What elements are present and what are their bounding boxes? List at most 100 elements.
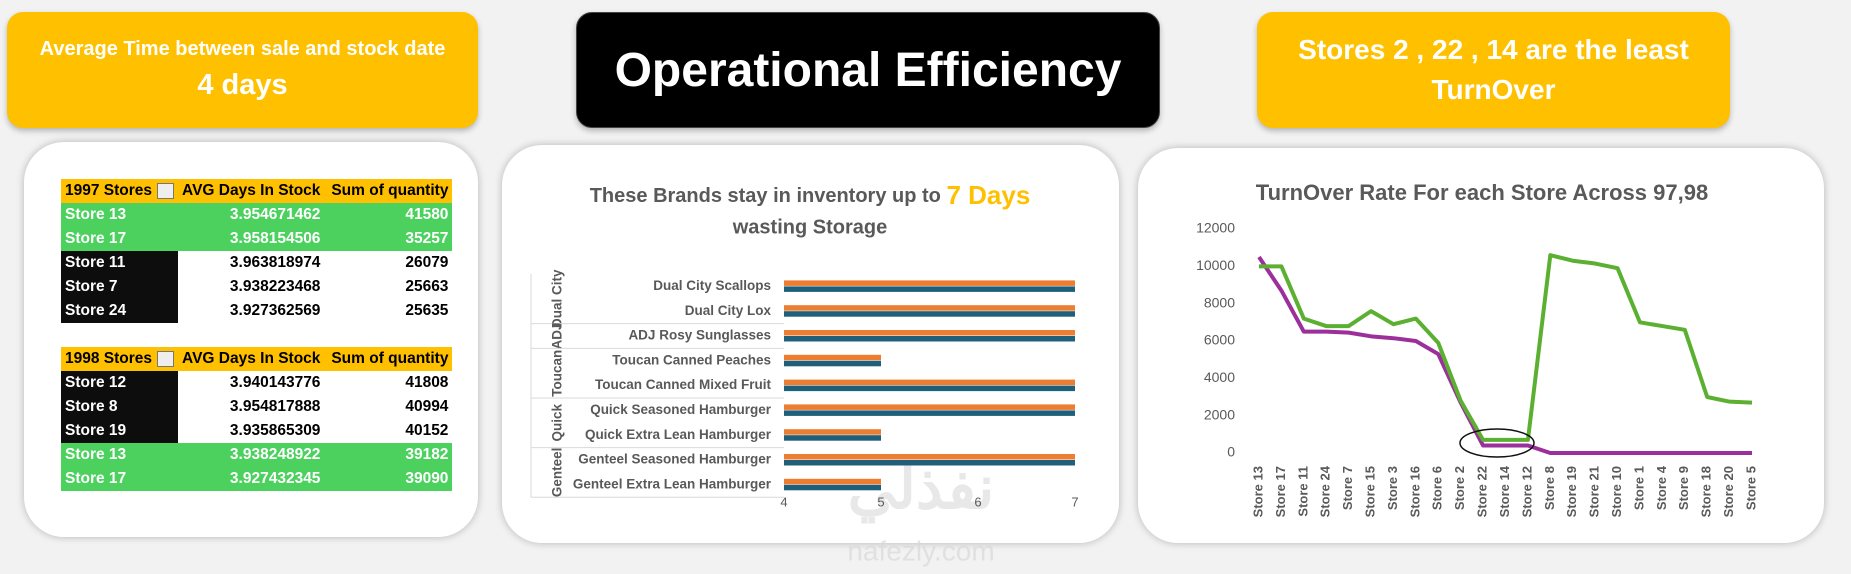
store-cell: Store 11: [61, 251, 179, 275]
table-row: Store 19 3.935865309 40152: [61, 419, 453, 443]
header-cell: AVG Days In Stock: [182, 182, 321, 199]
number-cell: 3.935865309: [178, 419, 325, 443]
header-cell: Sum of quantity: [331, 182, 449, 199]
x-tick-label: Store 1: [1631, 466, 1646, 510]
x-tick-label: Store 17: [1273, 466, 1288, 517]
x-tick-label: Store 12: [1519, 466, 1534, 517]
header-cell: 1998 Stores: [61, 347, 178, 371]
chart-title: TurnOver Rate For each Store Across 97,9…: [1256, 180, 1708, 205]
x-tick-label: Store 6: [1430, 466, 1445, 510]
x-tick-label: Store 3: [1385, 466, 1400, 510]
filter-button[interactable]: [157, 350, 175, 367]
x-tick-label: Store 2: [1452, 466, 1467, 510]
category-label: Quick Seasoned Hamburger: [590, 402, 772, 417]
x-tick-label: Store 10: [1609, 466, 1624, 517]
number-cell: 26079: [324, 251, 453, 275]
y-tick-label: 6000: [1204, 332, 1235, 348]
store-cell: Store 13: [61, 443, 179, 467]
y-tick-label: 10000: [1196, 257, 1235, 273]
bar: [784, 286, 1075, 292]
bar-panel: [502, 145, 1119, 543]
card-text: Stores 2 , 22 , 14 are the least TurnOve…: [1298, 34, 1689, 105]
number-cell: 41580: [324, 203, 453, 227]
page-title: Operational Efficiency: [614, 43, 1122, 97]
bar: [784, 354, 881, 361]
bar: [784, 311, 1075, 317]
number-cell: 35257: [324, 227, 453, 251]
x-tick-label: Store 15: [1362, 466, 1377, 517]
table-row: Store 8 3.954817888 40994: [61, 395, 453, 419]
table-row: Store 13 3.954671462 41580: [61, 203, 453, 227]
x-tick-label: Store 19: [1564, 466, 1579, 517]
x-tick-label: 5: [877, 494, 884, 509]
turnover-card: Stores 2 , 22 , 14 are the least TurnOve…: [1257, 12, 1730, 128]
bar: [784, 410, 1075, 416]
x-tick-label: Store 14: [1497, 465, 1512, 517]
table-row: Store 11 3.963818974 26079: [61, 251, 453, 275]
x-tick-label: Store 24: [1318, 465, 1333, 517]
title-text: These Brands stay in inventory up to: [590, 185, 941, 207]
number-cell: 40994: [324, 395, 453, 419]
line-series: [1259, 253, 1753, 442]
category-label: ADJ Rosy Sunglasses: [628, 328, 771, 343]
filter-button[interactable]: [157, 182, 175, 199]
number-cell: 3.954671462: [178, 203, 325, 227]
x-tick-label: Store 8: [1542, 466, 1557, 510]
table-row: Store 12 3.940143776 41808: [61, 371, 453, 395]
avg-time-card: Average Time between sale and stock date…: [7, 12, 478, 128]
category-label: Genteel Extra Lean Hamburger: [573, 476, 772, 491]
bar: [784, 280, 1075, 286]
x-tick-label: Store 16: [1407, 466, 1422, 517]
store-cell: Store 17: [61, 467, 179, 491]
bar: [784, 379, 1075, 386]
number-cell: 3.958154506: [178, 227, 325, 251]
line-series: [1257, 255, 1752, 455]
y-tick-label: 0: [1227, 444, 1235, 460]
table-title: 1997 Stores: [65, 182, 153, 199]
bar: [784, 385, 1075, 392]
line-panel: [1138, 148, 1824, 543]
table-row: Store 24 3.927362569 25635: [61, 299, 453, 323]
x-tick-label: 4: [780, 494, 787, 509]
bar: [784, 330, 1075, 336]
number-cell: 25663: [324, 275, 453, 299]
category-label: Dual City Lox: [685, 303, 772, 318]
x-tick-label: Store 4: [1654, 465, 1669, 510]
x-tick-label: Store 5: [1743, 466, 1758, 510]
bar: [784, 460, 1075, 466]
x-tick-label: Store 11: [1295, 466, 1310, 517]
number-cell: 3.927432345: [178, 467, 325, 491]
chart-title: These Brands stay in inventory up to 7 D…: [590, 180, 1031, 210]
table-row: Store 17 3.958154506 35257: [61, 227, 453, 251]
number-cell: 39182: [324, 443, 453, 467]
bar: [784, 360, 881, 367]
store-cell: Store 12: [61, 371, 179, 395]
number-cell: 3.940143776: [178, 371, 325, 395]
x-tick-label: Store 21: [1587, 466, 1602, 517]
bar: [784, 336, 1075, 342]
store-cell: Store 17: [61, 227, 179, 251]
header-row: 1998 Stores AVG Days In Stock Sum of quant…: [61, 347, 453, 371]
number-cell: 3.963818974: [178, 251, 325, 275]
header-cell: Sum of quantity: [331, 350, 449, 367]
x-tick-label: Store 20: [1721, 466, 1736, 517]
y-tick-label: 12000: [1196, 220, 1235, 236]
y-tick-label: 8000: [1204, 294, 1235, 310]
number-cell: 3.938248922: [178, 443, 325, 467]
data-table: 1998 Stores AVG Days In Stock Sum of quant…: [61, 347, 453, 491]
number-cell: 3.954817888: [178, 395, 325, 419]
header-cell: AVG Days In Stock: [182, 350, 321, 367]
store-cell: Store 19: [61, 419, 179, 443]
x-tick-label: Store 18: [1699, 466, 1714, 517]
card-label: Average Time between sale and stock date: [39, 38, 446, 60]
bar: [784, 404, 1075, 410]
header-row: 1997 Stores AVG Days In Stock Sum of quant…: [61, 179, 453, 203]
x-tick-label: Store 22: [1475, 466, 1490, 517]
table-title: 1998 Stores: [65, 350, 153, 367]
title-card: Operational Efficiency: [576, 12, 1160, 128]
number-cell: 40152: [324, 419, 453, 443]
number-cell: 3.938223468: [178, 275, 325, 299]
y-tick-label: 4000: [1204, 369, 1235, 385]
